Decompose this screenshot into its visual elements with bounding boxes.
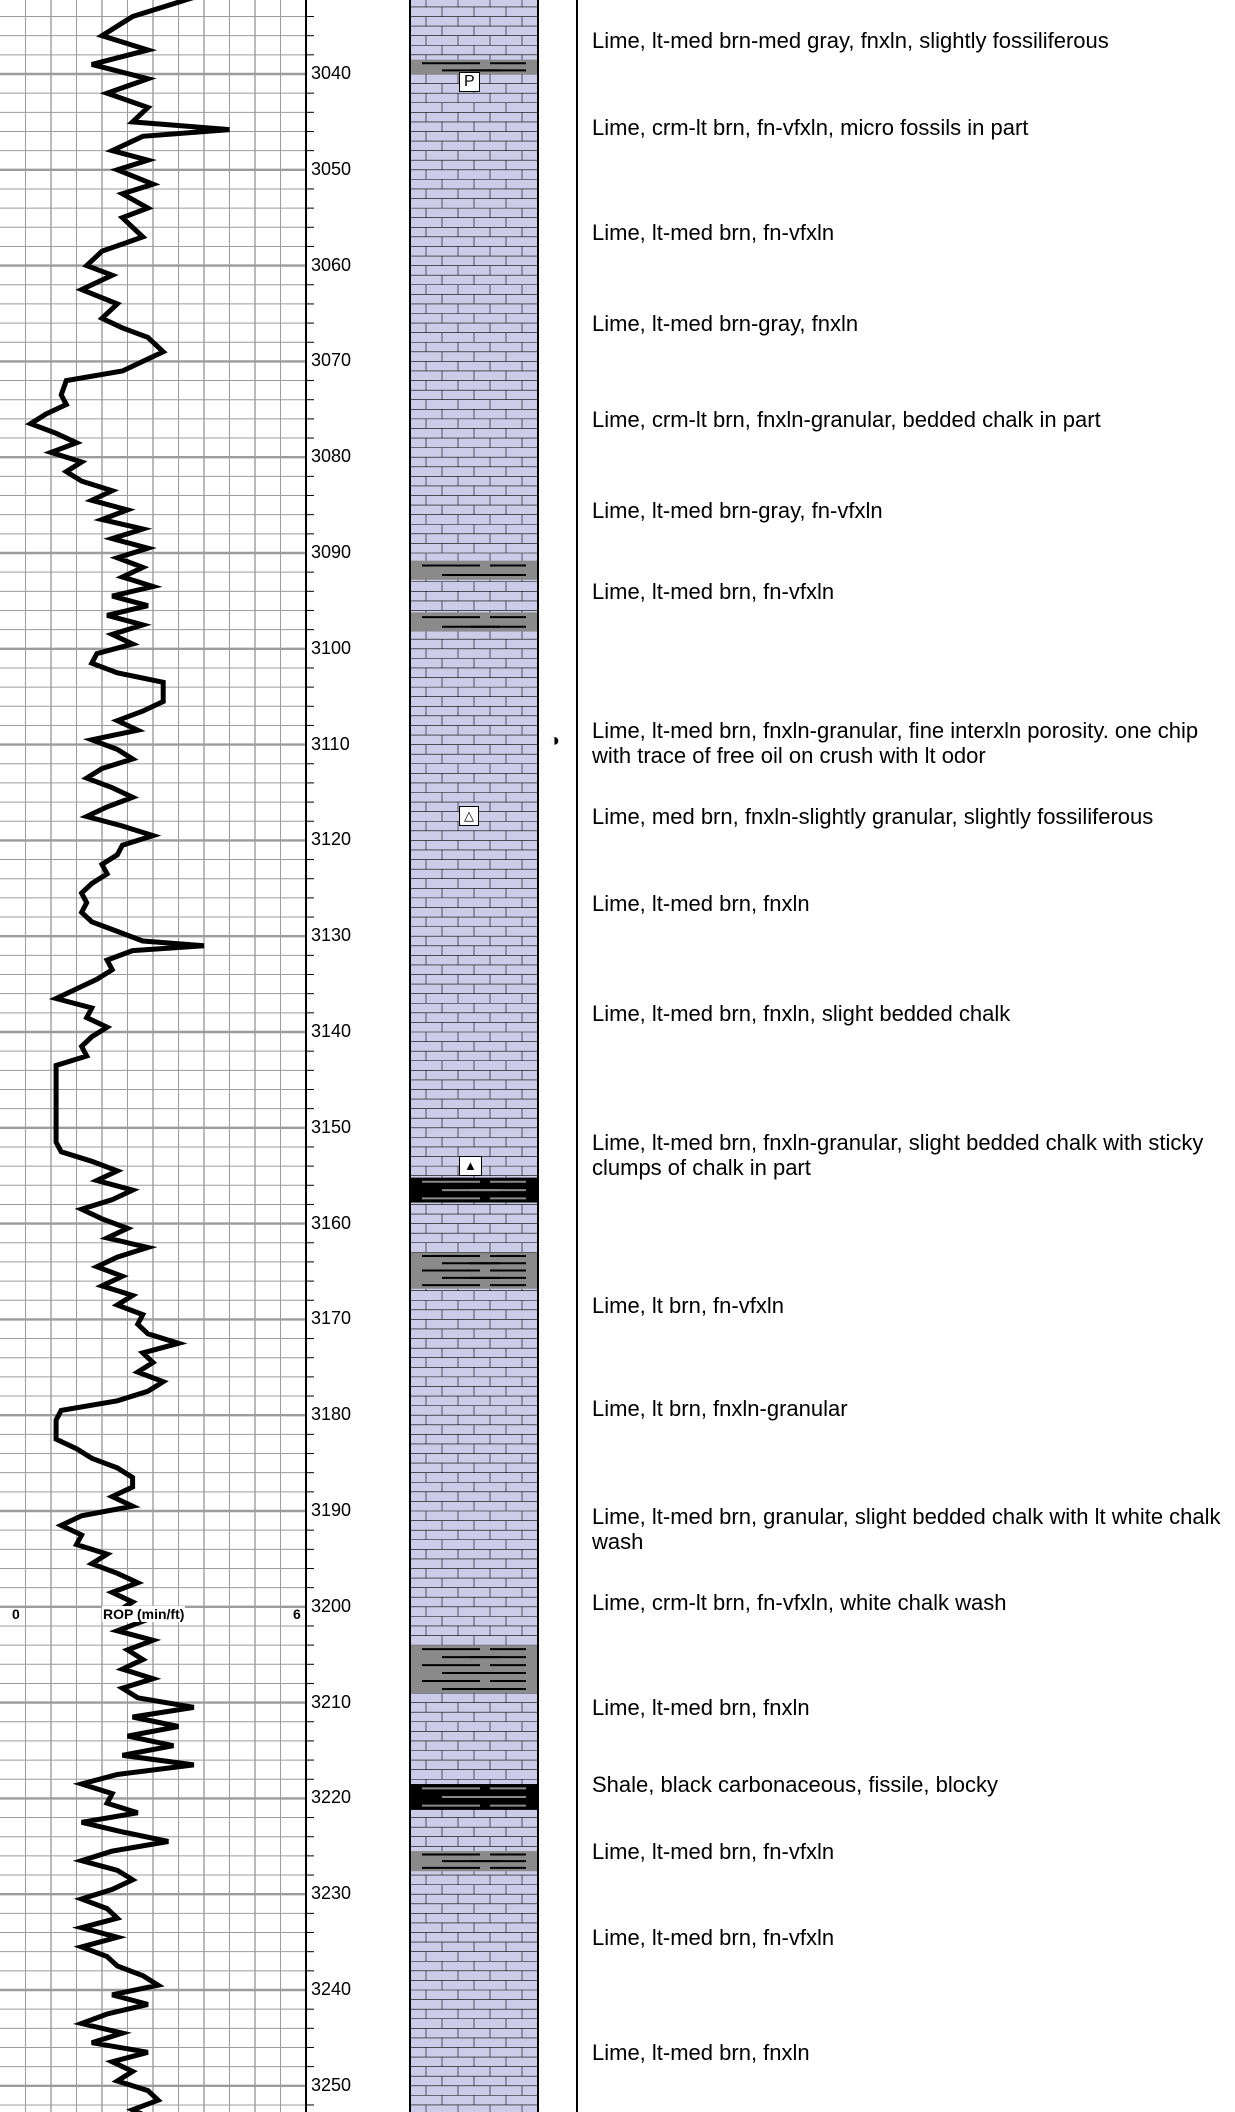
shale-bed — [410, 612, 538, 632]
lithology-column — [410, 0, 538, 2112]
lithology-description: Lime, lt-med brn, fn-vfxln — [592, 1839, 835, 1865]
rop-scale-title: ROP (min/ft) — [102, 1606, 186, 1622]
depth-label: 3230 — [311, 1883, 352, 1904]
lithology-description: Lime, lt-med brn-med gray, fnxln, slight… — [592, 28, 1109, 54]
rop-curve — [24, 0, 230, 2112]
depth-label: 3250 — [311, 2074, 352, 2095]
depth-label: 3160 — [311, 1212, 352, 1233]
lithology-description: Lime, lt-med brn, fn-vfxln — [592, 220, 835, 246]
triangle-filled-icon: ▲ — [459, 1156, 482, 1177]
track-frames — [305, 0, 578, 2112]
depth-label: 3040 — [311, 63, 352, 83]
lithology-description: Lime, crm-lt brn, fnxln-granular, bedded… — [592, 406, 1101, 432]
depth-label: 3130 — [311, 925, 352, 946]
lithology-description: Lime, lt-med brn-gray, fn-vfxln — [592, 497, 883, 523]
lithology-description: Lime, med brn, fnxln-slightly granular, … — [592, 804, 1154, 830]
depth-label: 3070 — [311, 350, 352, 371]
depth-label: 3240 — [311, 1979, 352, 1999]
lithology-description: Lime, lt-med brn, fn-vfxln — [592, 579, 835, 605]
lithology-description: Shale, black carbonaceous, fissile, bloc… — [592, 1772, 998, 1798]
lithology-description: Lime, lt-med brn, fnxln — [592, 2040, 810, 2066]
depth-label: 3180 — [311, 1404, 352, 1425]
depth-label: 3190 — [311, 1500, 352, 1520]
lithology-description: Lime, lt brn, fn-vfxln — [592, 1293, 784, 1319]
depth-label: 3170 — [311, 1308, 352, 1329]
p-symbol: P — [459, 71, 480, 92]
shale-bed — [410, 560, 538, 580]
depth-label: 3120 — [311, 829, 352, 850]
depth-label: 3100 — [311, 637, 352, 658]
rop-track-grid — [0, 0, 314, 2112]
lithology-description: Lime, lt-med brn, fnxln — [592, 1695, 810, 1721]
depth-label: 3140 — [311, 1021, 352, 1041]
rop-scale-max: 6 — [293, 1606, 301, 1622]
depth-label: 3050 — [311, 158, 352, 179]
lithology-description: Lime, lt-med brn-gray, fnxln — [592, 311, 859, 337]
depth-label: 3080 — [311, 446, 352, 467]
lithology-description: Lime, lt-med brn, fnxln, slight bedded c… — [592, 1000, 1011, 1026]
lithology-description: Lime, lt-med brn, fn-vfxln — [592, 1925, 835, 1951]
depth-label: 3220 — [311, 1787, 352, 1808]
depth-label: 3150 — [311, 1116, 352, 1137]
depth-label: 3200 — [311, 1595, 352, 1616]
lithology-description: Lime, lt-med brn, fnxln — [592, 890, 810, 916]
oil-show-icon: ◑ — [549, 729, 560, 750]
lithology-description: Lime, crm-lt brn, fn-vfxln, micro fossil… — [592, 114, 1029, 140]
lithology-description: Lime, crm-lt brn, fn-vfxln, white chalk … — [592, 1590, 1007, 1615]
lithology-description: Lime, lt-med brn, fnxln-granular, slight… — [592, 1130, 1204, 1181]
rop-scale-min: 0 — [12, 1606, 20, 1622]
lithology-description: Lime, lt brn, fnxln-granular — [592, 1395, 848, 1421]
shale-bed — [410, 1645, 538, 1694]
lithology-description: Lime, lt-med brn, fnxln-granular, fine i… — [592, 718, 1199, 769]
depth-label: 3060 — [311, 254, 352, 275]
lithology-description: Lime, lt-med brn, granular, slight bedde… — [592, 1503, 1221, 1554]
triangle-outline-icon: △ — [459, 806, 479, 827]
depth-label: 3110 — [311, 733, 350, 754]
depth-label: 3210 — [311, 1691, 352, 1712]
depth-label: 3090 — [311, 542, 352, 562]
